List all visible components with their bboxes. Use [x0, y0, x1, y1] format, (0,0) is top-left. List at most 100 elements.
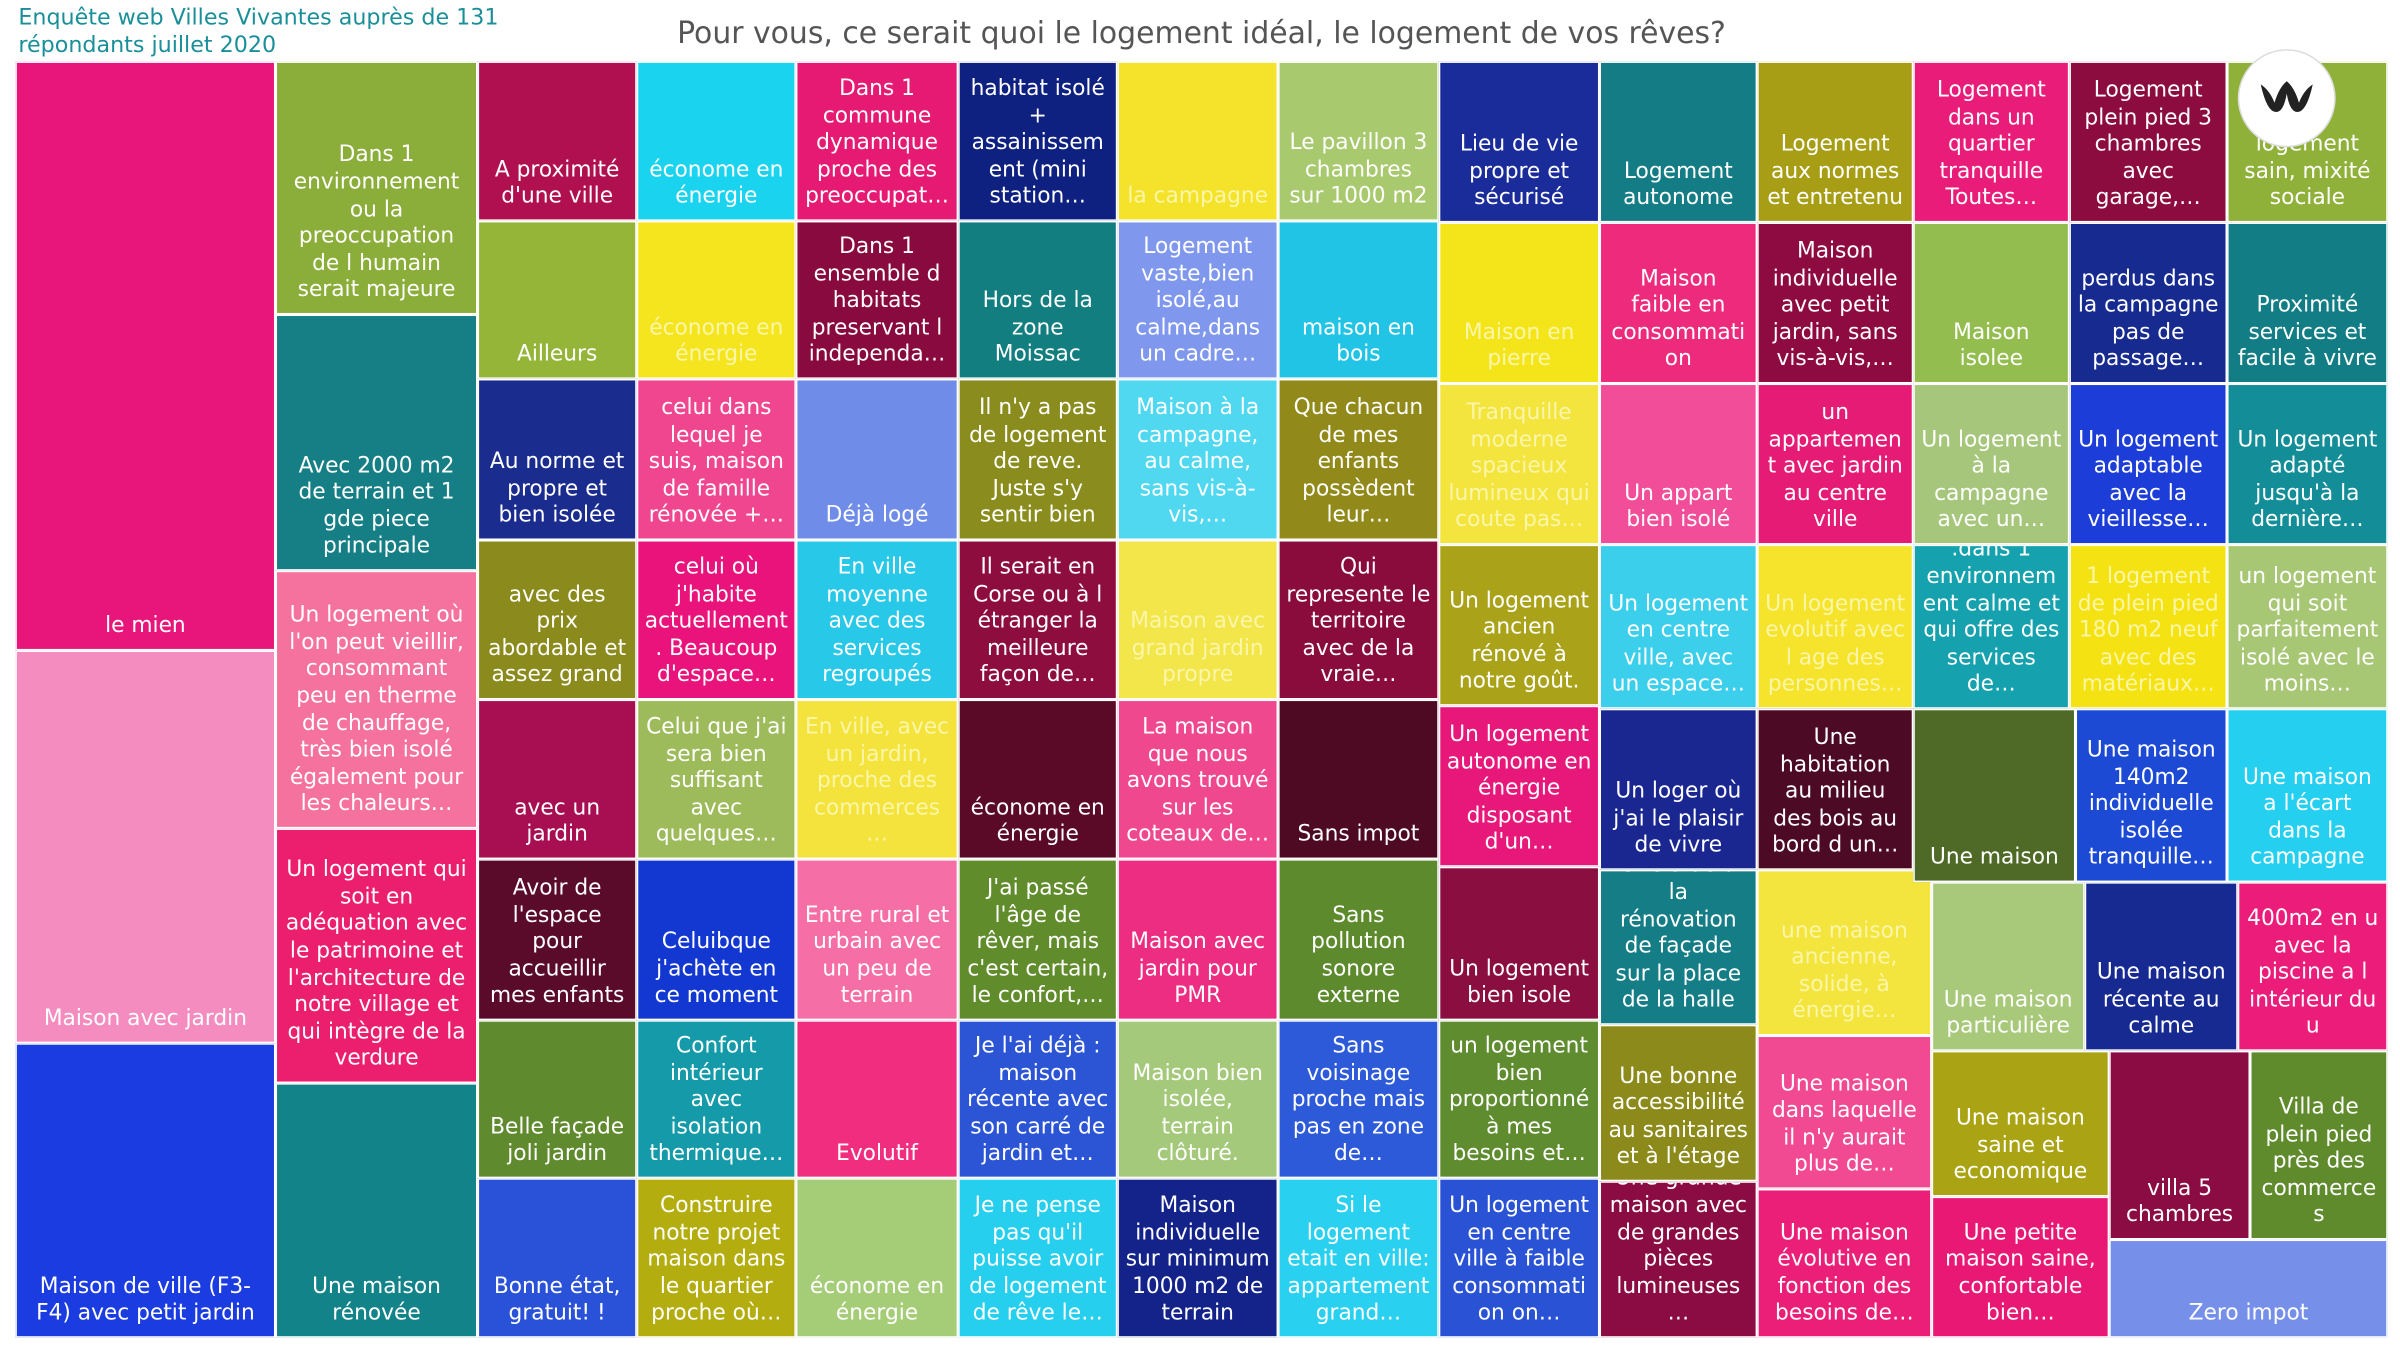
tile-label: Villa de plein pied près des commerce s [2261, 1095, 2377, 1228]
tile-label: Une maison dans laquelle il n'y aurait p… [1771, 1071, 1917, 1178]
logo-mark [2260, 81, 2313, 112]
tile: avec un jardin [477, 699, 637, 860]
tile: une maison ancienne, solide, à énergie… [1757, 869, 1932, 1036]
tile-label: Un logement bien isole [1449, 956, 1590, 1009]
tile-label: le mien [105, 614, 186, 639]
tile: Hors de la zone Moissac [958, 220, 1118, 379]
tile: Celui que j'ai sera bien suffisant avec … [636, 699, 796, 860]
tile: Un loger où j'ai le plaisir de vivre [1599, 708, 1758, 870]
tile-label: Logement plein pied 3 chambres avec gara… [2084, 78, 2212, 211]
tile: Un appart bien isolé [1599, 383, 1758, 545]
tile-label: Une maison évolutive en fonction des bes… [1775, 1220, 1914, 1327]
tile-label: Une maison rénovée [312, 1274, 441, 1327]
tile-label: Un logement en centre ville, avec un esp… [1608, 591, 1749, 698]
tile: Une maison dans laquelle il n'y aurait p… [1757, 1035, 1932, 1189]
tile-label: celui dans lequel je suis, maison de fam… [648, 395, 784, 529]
tile: Sans voisinage proche mais pas en zone d… [1278, 1020, 1439, 1179]
tile: Une grande maison avec de grandes pièces… [1599, 1181, 1758, 1338]
tile: Qui represente le territoire avec de la … [1278, 539, 1439, 700]
tile: Logement aux normes et entretenu [1757, 61, 1914, 223]
tile-label: habitat isolé + assainissement (mini sta… [970, 76, 1105, 210]
tile-label: Evolutif [836, 1141, 918, 1167]
tile-label: Un logement evolutif avec l age des pers… [1765, 591, 1906, 698]
tile: Logement autonome [1599, 61, 1758, 223]
tile-label: économe en énergie [809, 1274, 945, 1327]
tile: Maison isolee [1913, 222, 2070, 384]
tile: Un logement autonome en énergie disposan… [1438, 705, 1600, 867]
tile: Avoir de l'espace pour accueillir mes en… [477, 859, 637, 1021]
tile-label: avec des prix abordable et assez grand [488, 582, 627, 688]
tile: Ailleurs [477, 220, 637, 379]
tile-label: Une maison a l'écart dans la campagne [2242, 764, 2372, 871]
tile-label: économe en énergie [649, 315, 784, 368]
tile-label: Un logement ancien rénové à notre goût. [1449, 588, 1590, 695]
tile: Un logement en centre ville, avec un esp… [1599, 544, 1758, 709]
tile-label: avec un jardin [514, 795, 601, 848]
tile-label: Une petite maison saine, confortable bie… [1945, 1220, 2096, 1327]
tile-label: Logement vaste,bien isolé,au calme,dans … [1135, 234, 1261, 368]
tile-label: Avoir de l'espace pour accueillir mes en… [489, 876, 625, 1009]
tile: maison en bois [1278, 220, 1439, 379]
tile: celui dans lequel je suis, maison de fam… [636, 378, 796, 540]
tile: économe en énergie [636, 61, 796, 221]
tile-label: Il n'y a pas de logement de reve. Juste … [969, 395, 1107, 529]
tile: Sans pollution sonore externe [1278, 859, 1439, 1021]
tile-label: Sans impot [1297, 822, 1420, 848]
tile-label: Une maison [1929, 845, 2059, 871]
tile: Logement plein pied 3 chambres avec gara… [2069, 61, 2228, 223]
tile: Un logement adaptable avec la vieillesse… [2069, 383, 2228, 545]
tile: Une maison récente au calme [2084, 882, 2238, 1051]
tile: Une maison [1913, 708, 2076, 883]
tile-label: Un logement à la campagne avec un… [1921, 427, 2062, 533]
tile-label: une maison ancienne, solide, à énergie… [1781, 918, 1908, 1024]
tile-label: Construire notre projet maison dans le q… [647, 1193, 786, 1327]
tile-label: Une habitation au milieu des bois au bor… [1772, 725, 1899, 859]
tile-label: maison en bois [1301, 315, 1415, 368]
tile: Une bonne accessibilité au sanitaires et… [1599, 1024, 1758, 1182]
tile-label: Maison avec jardin [43, 1006, 248, 1032]
tile: un logement qui soit parfaitement isolé … [2227, 544, 2388, 709]
tile: Maison bien isolée, terrain clôturé. [1117, 1020, 1279, 1179]
tile-label: Dans 1 environnement ou la preoccupation… [293, 143, 460, 303]
tile: Zero impot [2109, 1239, 2388, 1338]
tile-label: Un appart bien isolé [1624, 481, 1733, 533]
tile-label: Si le logement etait en ville: apparteme… [1287, 1193, 1430, 1327]
source-line: répondants juillet 2020 [18, 33, 277, 59]
tile-label: Maison avec grand jardin propre [1130, 609, 1266, 688]
tile-label: logement sain, mixité sociale [2244, 132, 2371, 211]
tile-label: Au norme et propre et bien isolée [489, 449, 625, 529]
tile: Celuibque j'achète en ce moment [636, 859, 796, 1021]
tile: Une maison particulière [1931, 882, 2085, 1051]
tile-label: Un logement où l'on peut vieillir, conso… [289, 603, 464, 817]
tile-label: Un logement en centre ville à faible con… [1449, 1193, 1590, 1327]
tile: Un logement bien isole [1438, 866, 1600, 1021]
tile: Logement vaste,bien isolé,au calme,dans … [1117, 220, 1279, 379]
tile: Un logement à la campagne avec un… [1913, 383, 2070, 545]
tile-label: Entre rural et urbain avec un peu de ter… [804, 903, 950, 1009]
tile-label: 1 logement de plein pied 180 m2 neuf ave… [2077, 564, 2219, 698]
tile: A proximité d'une ville [477, 61, 637, 221]
tile: Il serait en Corse ou à l étranger la me… [958, 539, 1118, 700]
tile: .dans 1 environnement calme et qui offre… [1913, 544, 2070, 709]
tile-label: Qui represente le territoire avec de la … [1286, 555, 1431, 688]
tile: Tranquille moderne spacieux lumineux qui… [1438, 383, 1600, 545]
tile-label: Un logement adapté jusqu'à la dernière… [2237, 427, 2378, 533]
tile: Un logement evolutif avec l age des pers… [1757, 544, 1914, 709]
tile: Il n'y a pas de logement de reve. Juste … [958, 378, 1118, 540]
tile-label: 400m2 en u avec la piscine a l intérieur… [2247, 906, 2379, 1040]
tile: Entre rural et urbain avec un peu de ter… [795, 859, 959, 1021]
tile-label: Déjà logé [825, 503, 929, 529]
tile: Une petite maison saine, confortable bie… [1931, 1196, 2110, 1338]
tile: Au norme et propre et bien isolée [477, 378, 637, 540]
tile: Maison avec jardin pour PMR [1117, 859, 1279, 1021]
tile: un logement bien proportionné à mes beso… [1438, 1020, 1600, 1179]
tile: En ville moyenne avec des services regro… [795, 539, 959, 700]
tile: Belle façade joli jardin [477, 1020, 637, 1179]
tile: économe en énergie [636, 220, 796, 379]
tile: Un logement qui soit en adéquation avec … [275, 828, 478, 1084]
tile: Maison faible en consommation [1599, 222, 1758, 384]
tile: Une maison a l'écart dans la campagne [2227, 708, 2388, 883]
tile-label: Belle façade joli jardin [490, 1114, 625, 1167]
logo [2237, 49, 2336, 148]
tile-label: perdus dans la campagne pas de passage… [2077, 266, 2219, 372]
